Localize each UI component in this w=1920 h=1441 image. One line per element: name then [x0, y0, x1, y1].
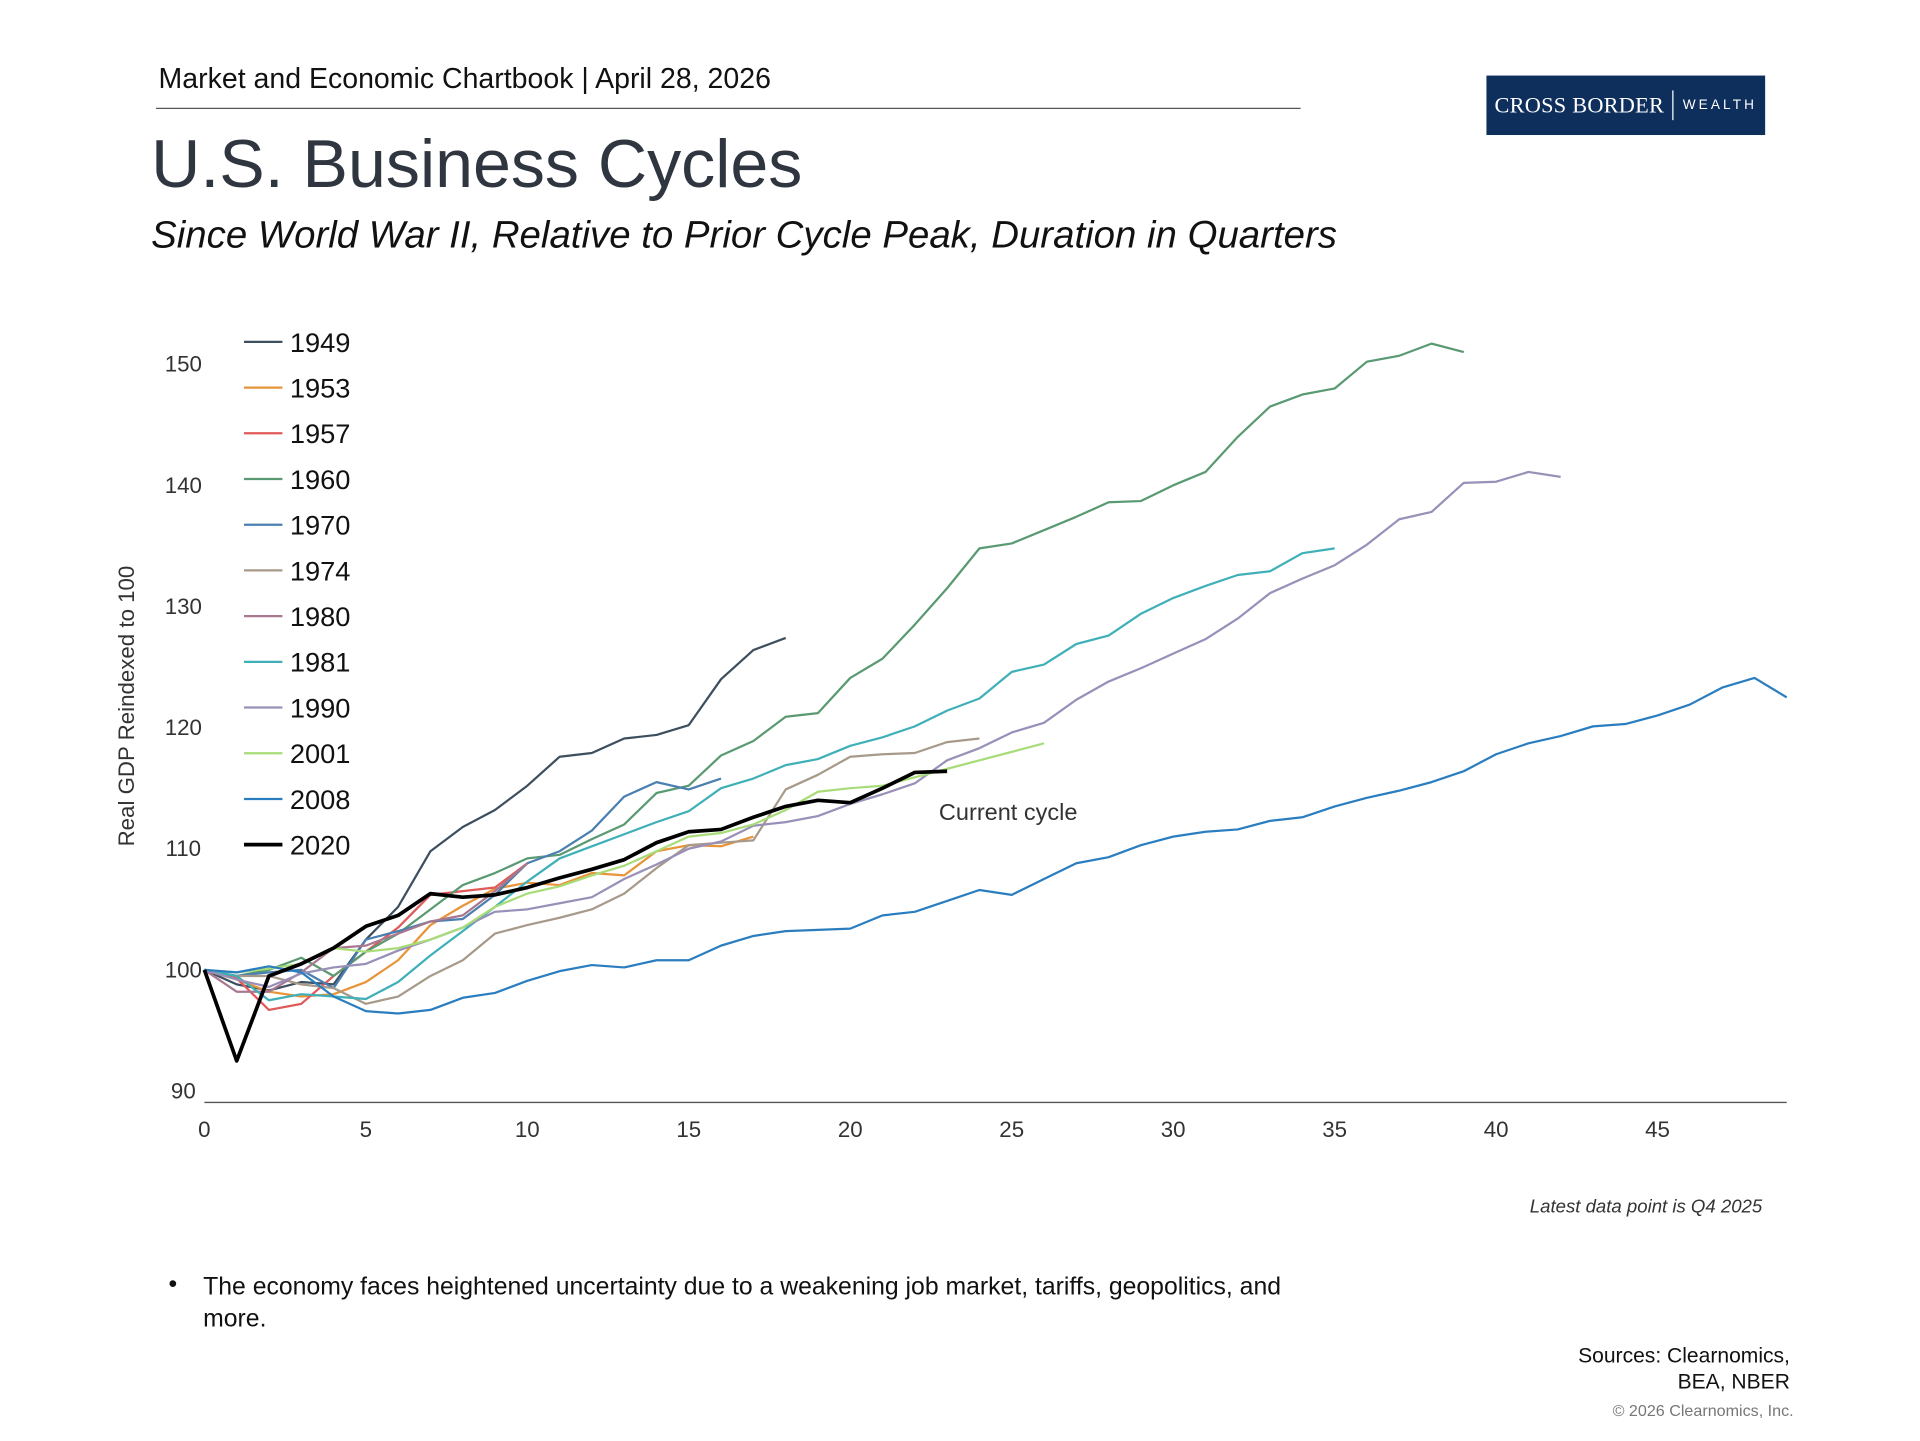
y-tick-label: 100: [165, 957, 202, 982]
series-lines: [202, 342, 1788, 1063]
sources-line-2: BEA, NBER: [1677, 1370, 1790, 1394]
x-tick-label: 20: [838, 1117, 863, 1142]
y-tick-label: 150: [165, 352, 202, 377]
legend-label-2001: 2001: [290, 738, 351, 769]
legend-label-1990: 1990: [290, 692, 351, 723]
x-tick-label: 35: [1322, 1117, 1347, 1142]
logo-text-sub: WEALTH: [1682, 97, 1758, 113]
y-tick-label: 90: [171, 1078, 196, 1103]
x-tick-label: 10: [515, 1117, 540, 1142]
series-line-1974: [204, 737, 980, 1005]
axes: 0 5 10 15 20 25 30 35 40 45 90 100 110 120 130 140 150: [165, 352, 1787, 1142]
series-line-2001: [204, 742, 1045, 974]
series-line-2020: [202, 769, 948, 1063]
page-title: U.S. Business Cycles: [151, 125, 803, 202]
series-line-1970: [204, 777, 722, 990]
series-line-1949: [203, 636, 787, 992]
sources: Sources: Clearnomics, BEA, NBER: [1462, 1343, 1790, 1395]
page-subtitle: Since World War II, Relative to Prior Cy…: [151, 213, 1337, 257]
sources-line-1: Sources: Clearnomics,: [1578, 1343, 1790, 1368]
bullet-icon: •: [168, 1270, 178, 1299]
y-axis-label: Real GDP Reindexed to 100: [114, 566, 139, 847]
legend-label-1960: 1960: [290, 464, 351, 495]
y-tick-label: 120: [165, 715, 202, 740]
y-tick-label: 110: [166, 836, 202, 861]
header-text: Market and Economic Chartbook | April 28…: [158, 61, 771, 95]
legend-label-1970: 1970: [290, 510, 351, 541]
legend-label-1980: 1980: [290, 601, 351, 632]
y-tick-label: 130: [165, 594, 202, 619]
business-cycles-chart: 0 5 10 15 20 25 30 35 40 45 90 100 110 120 130 140 150 1…: [114, 327, 1788, 1142]
legend-label-1974: 1974: [290, 555, 351, 586]
logo-text-main: CROSS BORDER: [1494, 92, 1665, 118]
current-cycle-annotation: Current cycle: [939, 799, 1078, 825]
x-tick-label: 30: [1161, 1117, 1186, 1142]
x-tick-label: 15: [676, 1117, 701, 1142]
y-tick-label: 140: [165, 473, 202, 498]
series-line-1981: [204, 547, 1335, 1002]
legend-label-1981: 1981: [290, 647, 351, 678]
x-tick-label: 45: [1645, 1117, 1670, 1142]
legend: 1949 1953 1957 1960 1970 1974 1980 1981 1990 2001…: [244, 327, 350, 861]
series-line-1960: [204, 342, 1465, 978]
copyright: © 2026 Clearnomics, Inc.: [1612, 1400, 1794, 1420]
legend-label-1949: 1949: [290, 327, 351, 358]
x-tick-label: 25: [999, 1117, 1024, 1142]
x-tick-label: 5: [360, 1117, 372, 1142]
series-line-2008: [204, 676, 1788, 1015]
logo: CROSS BORDER WEALTH: [1486, 75, 1766, 136]
legend-label-1953: 1953: [290, 372, 351, 403]
legend-label-2008: 2008: [290, 784, 351, 815]
legend-label-1957: 1957: [290, 418, 351, 449]
bullet-text: The economy faces heightened uncertainty…: [203, 1273, 1282, 1333]
x-tick-label: 40: [1484, 1117, 1509, 1142]
legend-label-2020: 2020: [290, 830, 351, 861]
header-divider: [156, 107, 1301, 110]
x-tick-label: 0: [198, 1117, 210, 1142]
latest-data-note: Latest data point is Q4 2025: [1529, 1196, 1763, 1218]
logo-separator: [1672, 90, 1675, 121]
